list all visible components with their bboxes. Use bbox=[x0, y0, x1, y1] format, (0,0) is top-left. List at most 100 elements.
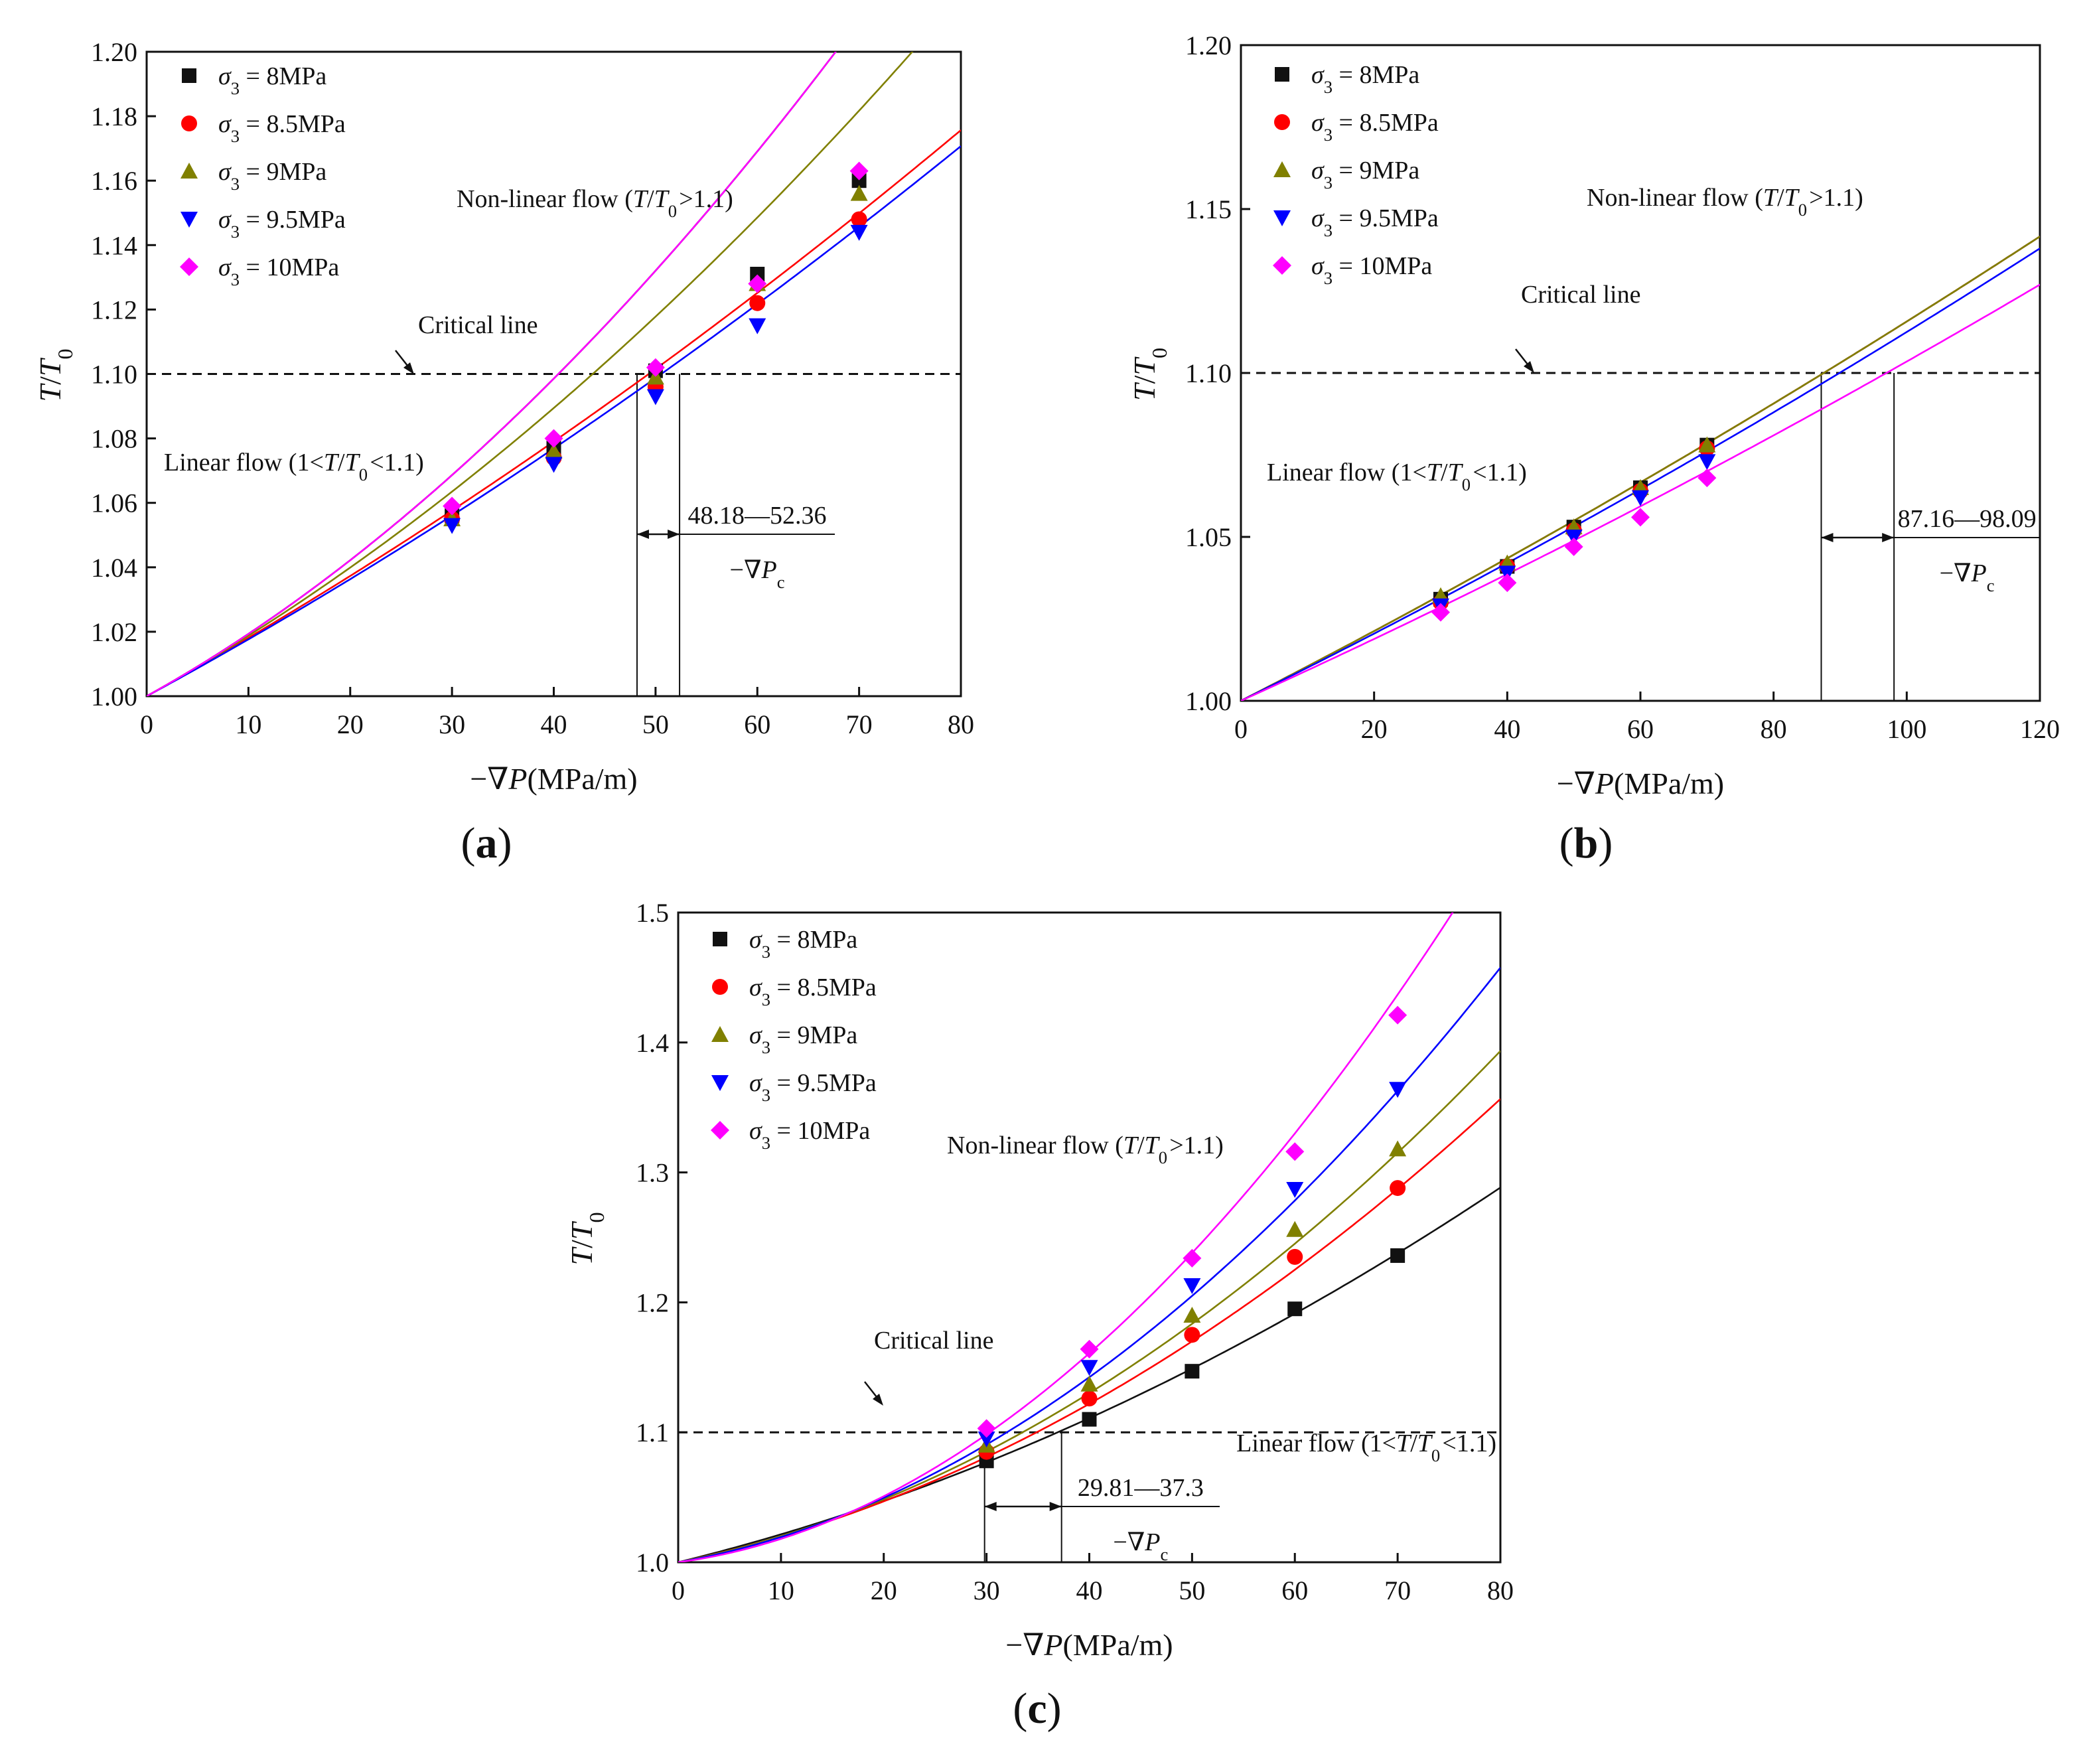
data-point bbox=[1080, 1375, 1098, 1392]
legend-marker bbox=[713, 932, 727, 946]
x-tick-label: 10 bbox=[768, 1576, 794, 1605]
nonlinear-flow-label: Non-linear flow (T/T0 >1.1) bbox=[457, 185, 733, 221]
y-tick-label: 1.05 bbox=[1185, 522, 1232, 552]
legend-label: σ3 = 9MPa bbox=[218, 158, 326, 194]
legend-label: σ3 = 9.5MPa bbox=[1311, 204, 1439, 240]
data-point bbox=[1081, 1390, 1098, 1407]
legend-marker bbox=[712, 979, 728, 995]
x-axis-label: −∇P(MPa/m) bbox=[1557, 767, 1724, 800]
x-tick-label: 60 bbox=[1627, 714, 1654, 744]
legend: σ3 = 8MPa σ3 = 8.5MPa σ3 = 9MPa σ3 = 9.5MPa… bbox=[1273, 61, 1439, 288]
x-tick-label: 20 bbox=[871, 1576, 897, 1605]
x-tick-label: 50 bbox=[1179, 1576, 1205, 1605]
legend-label: σ3 = 8MPa bbox=[218, 62, 326, 98]
x-tick-label: 80 bbox=[948, 709, 974, 739]
data-point bbox=[1285, 1142, 1305, 1161]
legend-marker bbox=[180, 257, 198, 276]
nonlinear-flow-label: Non-linear flow (T/T0 >1.1) bbox=[1587, 184, 1863, 220]
legend-marker bbox=[1274, 114, 1290, 130]
legend-marker bbox=[1273, 210, 1291, 226]
x-tick-label: 0 bbox=[672, 1576, 685, 1605]
x-tick-label: 80 bbox=[1487, 1576, 1514, 1605]
data-point bbox=[1287, 1301, 1303, 1317]
legend: σ3 = 8MPa σ3 = 8.5MPa σ3 = 9MPa σ3 = 9.5MPa… bbox=[711, 926, 877, 1153]
legend-label: σ3 = 10MPa bbox=[1311, 252, 1432, 288]
data-point bbox=[1389, 1140, 1407, 1157]
x-tick-label: 30 bbox=[439, 709, 465, 739]
range-arrow bbox=[1821, 533, 1895, 542]
data-point bbox=[646, 358, 665, 377]
y-tick-label: 1.20 bbox=[91, 37, 137, 67]
legend-label: σ3 = 8.5MPa bbox=[749, 974, 877, 1009]
data-point bbox=[1632, 490, 1649, 506]
data-point bbox=[850, 184, 868, 201]
legend-label: σ3 = 10MPa bbox=[218, 254, 339, 289]
data-point bbox=[851, 173, 867, 188]
x-tick-label: 120 bbox=[2020, 714, 2060, 744]
critical-line-label: Critical line bbox=[874, 1327, 993, 1355]
data-point bbox=[1431, 603, 1450, 622]
y-tick-label: 1.15 bbox=[1185, 194, 1232, 224]
legend-label: σ3 = 8.5MPa bbox=[218, 110, 346, 146]
critical-pointer-head bbox=[403, 362, 414, 374]
panel-label: (c) bbox=[1013, 1684, 1061, 1733]
critical-pointer-head bbox=[1524, 361, 1534, 373]
x-tick-label: 70 bbox=[1384, 1576, 1411, 1605]
data-point bbox=[1080, 1360, 1098, 1376]
data-point bbox=[851, 211, 867, 228]
data-point bbox=[544, 429, 563, 448]
y-tick-label: 1.10 bbox=[91, 360, 137, 390]
linear-flow-label: Linear flow (1<T/T0 <1.1) bbox=[1236, 1430, 1496, 1465]
fit-curve bbox=[147, 52, 837, 696]
y-axis-label: T/T0 bbox=[565, 1210, 609, 1266]
legend-marker bbox=[711, 1075, 729, 1091]
data-point bbox=[1389, 1082, 1407, 1098]
y-tick-label: 1.18 bbox=[91, 102, 137, 131]
legend-marker bbox=[1275, 67, 1289, 82]
x-tick-label: 40 bbox=[1076, 1576, 1103, 1605]
y-tick-label: 1.16 bbox=[91, 166, 137, 196]
legend-marker bbox=[180, 212, 198, 228]
data-point bbox=[1698, 454, 1716, 471]
y-tick-label: 1.04 bbox=[91, 553, 137, 583]
legend-marker bbox=[1273, 161, 1291, 177]
x-tick-label: 10 bbox=[235, 709, 261, 739]
linear-flow-label: Linear flow (1<T/T0 <1.1) bbox=[164, 449, 424, 484]
data-point bbox=[1185, 1364, 1200, 1379]
data-point bbox=[1388, 1005, 1407, 1025]
y-axis-label: T/T0 bbox=[1127, 345, 1171, 401]
data-point bbox=[646, 389, 664, 405]
x-tick-label: 40 bbox=[541, 709, 567, 739]
legend-label: σ3 = 8.5MPa bbox=[1311, 109, 1439, 145]
data-point bbox=[1698, 436, 1716, 453]
y-tick-label: 1.10 bbox=[1185, 358, 1232, 388]
data-point bbox=[977, 1431, 995, 1447]
y-tick-label: 1.20 bbox=[1185, 31, 1232, 60]
panel-b-chart: 0 20 40 60 80 100 120 1.00 1.05 1.10 1.15 1.20 −∇P(M… bbox=[1127, 31, 2060, 867]
critical-line-label: Critical line bbox=[418, 311, 538, 339]
critical-gradient-symbol: −∇Pc bbox=[730, 556, 785, 592]
panel-label: (b) bbox=[1559, 819, 1613, 867]
legend-label: σ3 = 9MPa bbox=[1311, 157, 1419, 192]
legend: σ3 = 8MPa σ3 = 8.5MPa σ3 = 9MPa σ3 = 9.5MPa… bbox=[180, 62, 346, 289]
legend-label: σ3 = 10MPa bbox=[749, 1117, 870, 1153]
nonlinear-flow-label: Non-linear flow (T/T0 >1.1) bbox=[947, 1132, 1224, 1167]
legend-label: σ3 = 9MPa bbox=[749, 1021, 857, 1057]
y-tick-label: 1.4 bbox=[636, 1028, 669, 1058]
y-tick-label: 1.5 bbox=[636, 898, 669, 928]
x-tick-label: 70 bbox=[846, 709, 873, 739]
legend-label: σ3 = 8MPa bbox=[1311, 61, 1419, 97]
y-tick-label: 1.0 bbox=[636, 1548, 669, 1578]
legend-marker bbox=[1273, 256, 1291, 275]
data-point bbox=[1287, 1248, 1303, 1265]
x-tick-label: 100 bbox=[1887, 714, 1926, 744]
x-tick-label: 20 bbox=[1361, 714, 1388, 744]
legend-marker bbox=[711, 1121, 729, 1139]
critical-gradient-symbol: −∇Pc bbox=[1940, 559, 1995, 595]
y-tick-label: 1.1 bbox=[636, 1418, 669, 1447]
legend-label: σ3 = 8MPa bbox=[749, 926, 857, 962]
x-axis-label: −∇P(MPa/m) bbox=[470, 762, 637, 796]
x-tick-label: 80 bbox=[1761, 714, 1787, 744]
y-tick-label: 1.12 bbox=[91, 295, 137, 325]
